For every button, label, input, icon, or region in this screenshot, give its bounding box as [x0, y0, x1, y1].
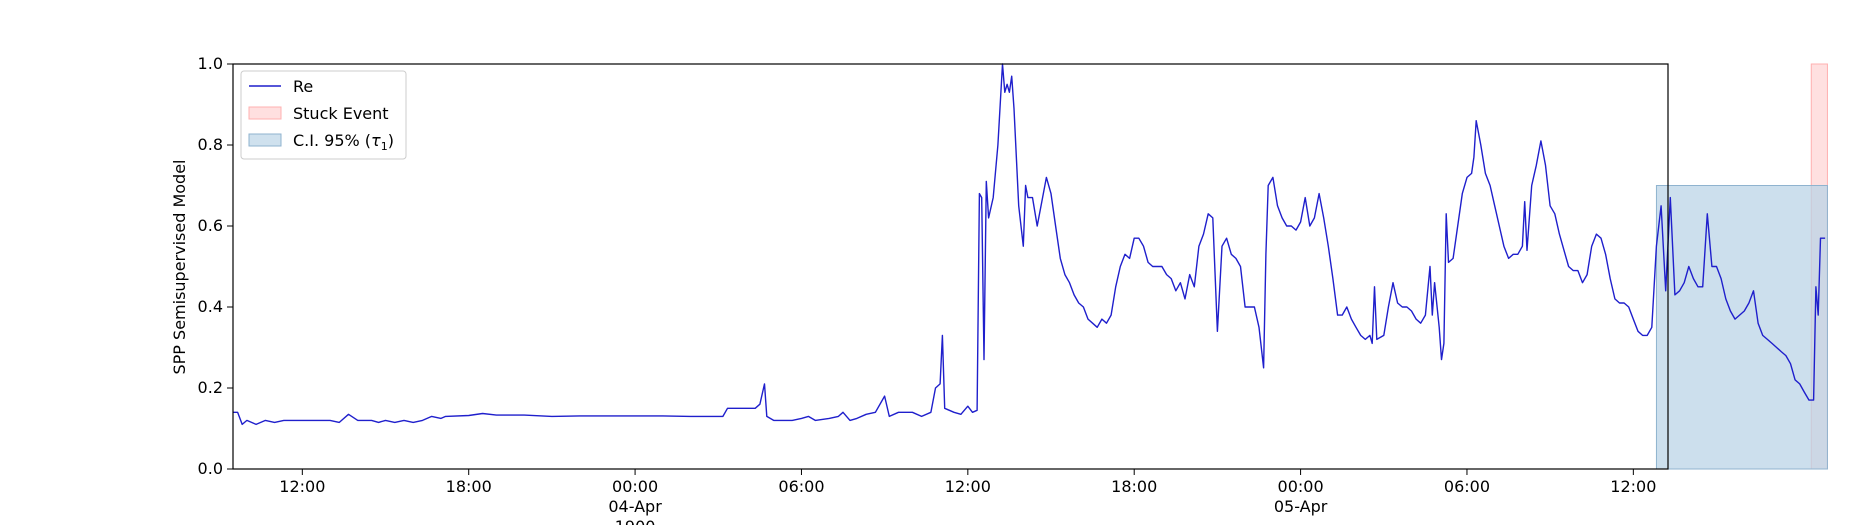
x-tick-label: 12:00	[945, 477, 991, 496]
legend-label-symbol: τ	[371, 131, 381, 150]
legend-label: Re	[293, 77, 313, 96]
y-tick-label: 1.0	[198, 54, 223, 73]
x-tick-label: 12:00	[279, 477, 325, 496]
series-line-re	[233, 63, 1826, 426]
y-tick-label: 0.4	[198, 297, 223, 316]
y-axis: 0.0 0.2 0.4 0.6 0.8 1.0	[198, 54, 233, 478]
x-tick-label: 04-Apr	[608, 497, 662, 516]
y-tick-label: 0.6	[198, 216, 223, 235]
legend-label: Stuck Event	[293, 104, 389, 123]
y-tick-label: 0.2	[198, 378, 223, 397]
legend-label-text: C.I. 95% (	[293, 131, 371, 150]
legend: Re Stuck Event C.I. 95% (τ1)	[240, 70, 407, 160]
series-layer	[233, 63, 1826, 426]
x-tick-label: 12:00	[1610, 477, 1656, 496]
x-axis: 12:0018:0000:0004-Apr190006:0012:0018:00…	[279, 469, 1656, 525]
legend-swatch-patch	[248, 106, 282, 120]
x-tick-label: 1900	[615, 517, 656, 525]
y-axis-label: SPP Semisupervised Model	[170, 160, 189, 375]
x-tick-label: 18:00	[1111, 477, 1157, 496]
x-tick-label: 06:00	[1444, 477, 1490, 496]
axes-frame	[232, 63, 1669, 470]
legend-box	[240, 70, 407, 160]
x-tick-label: 00:00	[1278, 477, 1324, 496]
plot-frame	[232, 63, 1669, 470]
legend-label: C.I. 95% (τ1)	[293, 131, 394, 153]
legend-label-end: )	[388, 131, 394, 150]
confidence-interval-region	[1655, 185, 1828, 470]
x-tick-label: 06:00	[778, 477, 824, 496]
x-tick-label: 18:00	[446, 477, 492, 496]
legend-label-subscript: 1	[381, 140, 388, 153]
x-tick-label: 00:00	[612, 477, 658, 496]
y-tick-label: 0.8	[198, 135, 223, 154]
shaded-regions	[1655, 63, 1828, 470]
y-tick-label: 0.0	[198, 459, 223, 478]
x-tick-label: 05-Apr	[1274, 497, 1328, 516]
legend-swatch-patch	[248, 133, 282, 147]
